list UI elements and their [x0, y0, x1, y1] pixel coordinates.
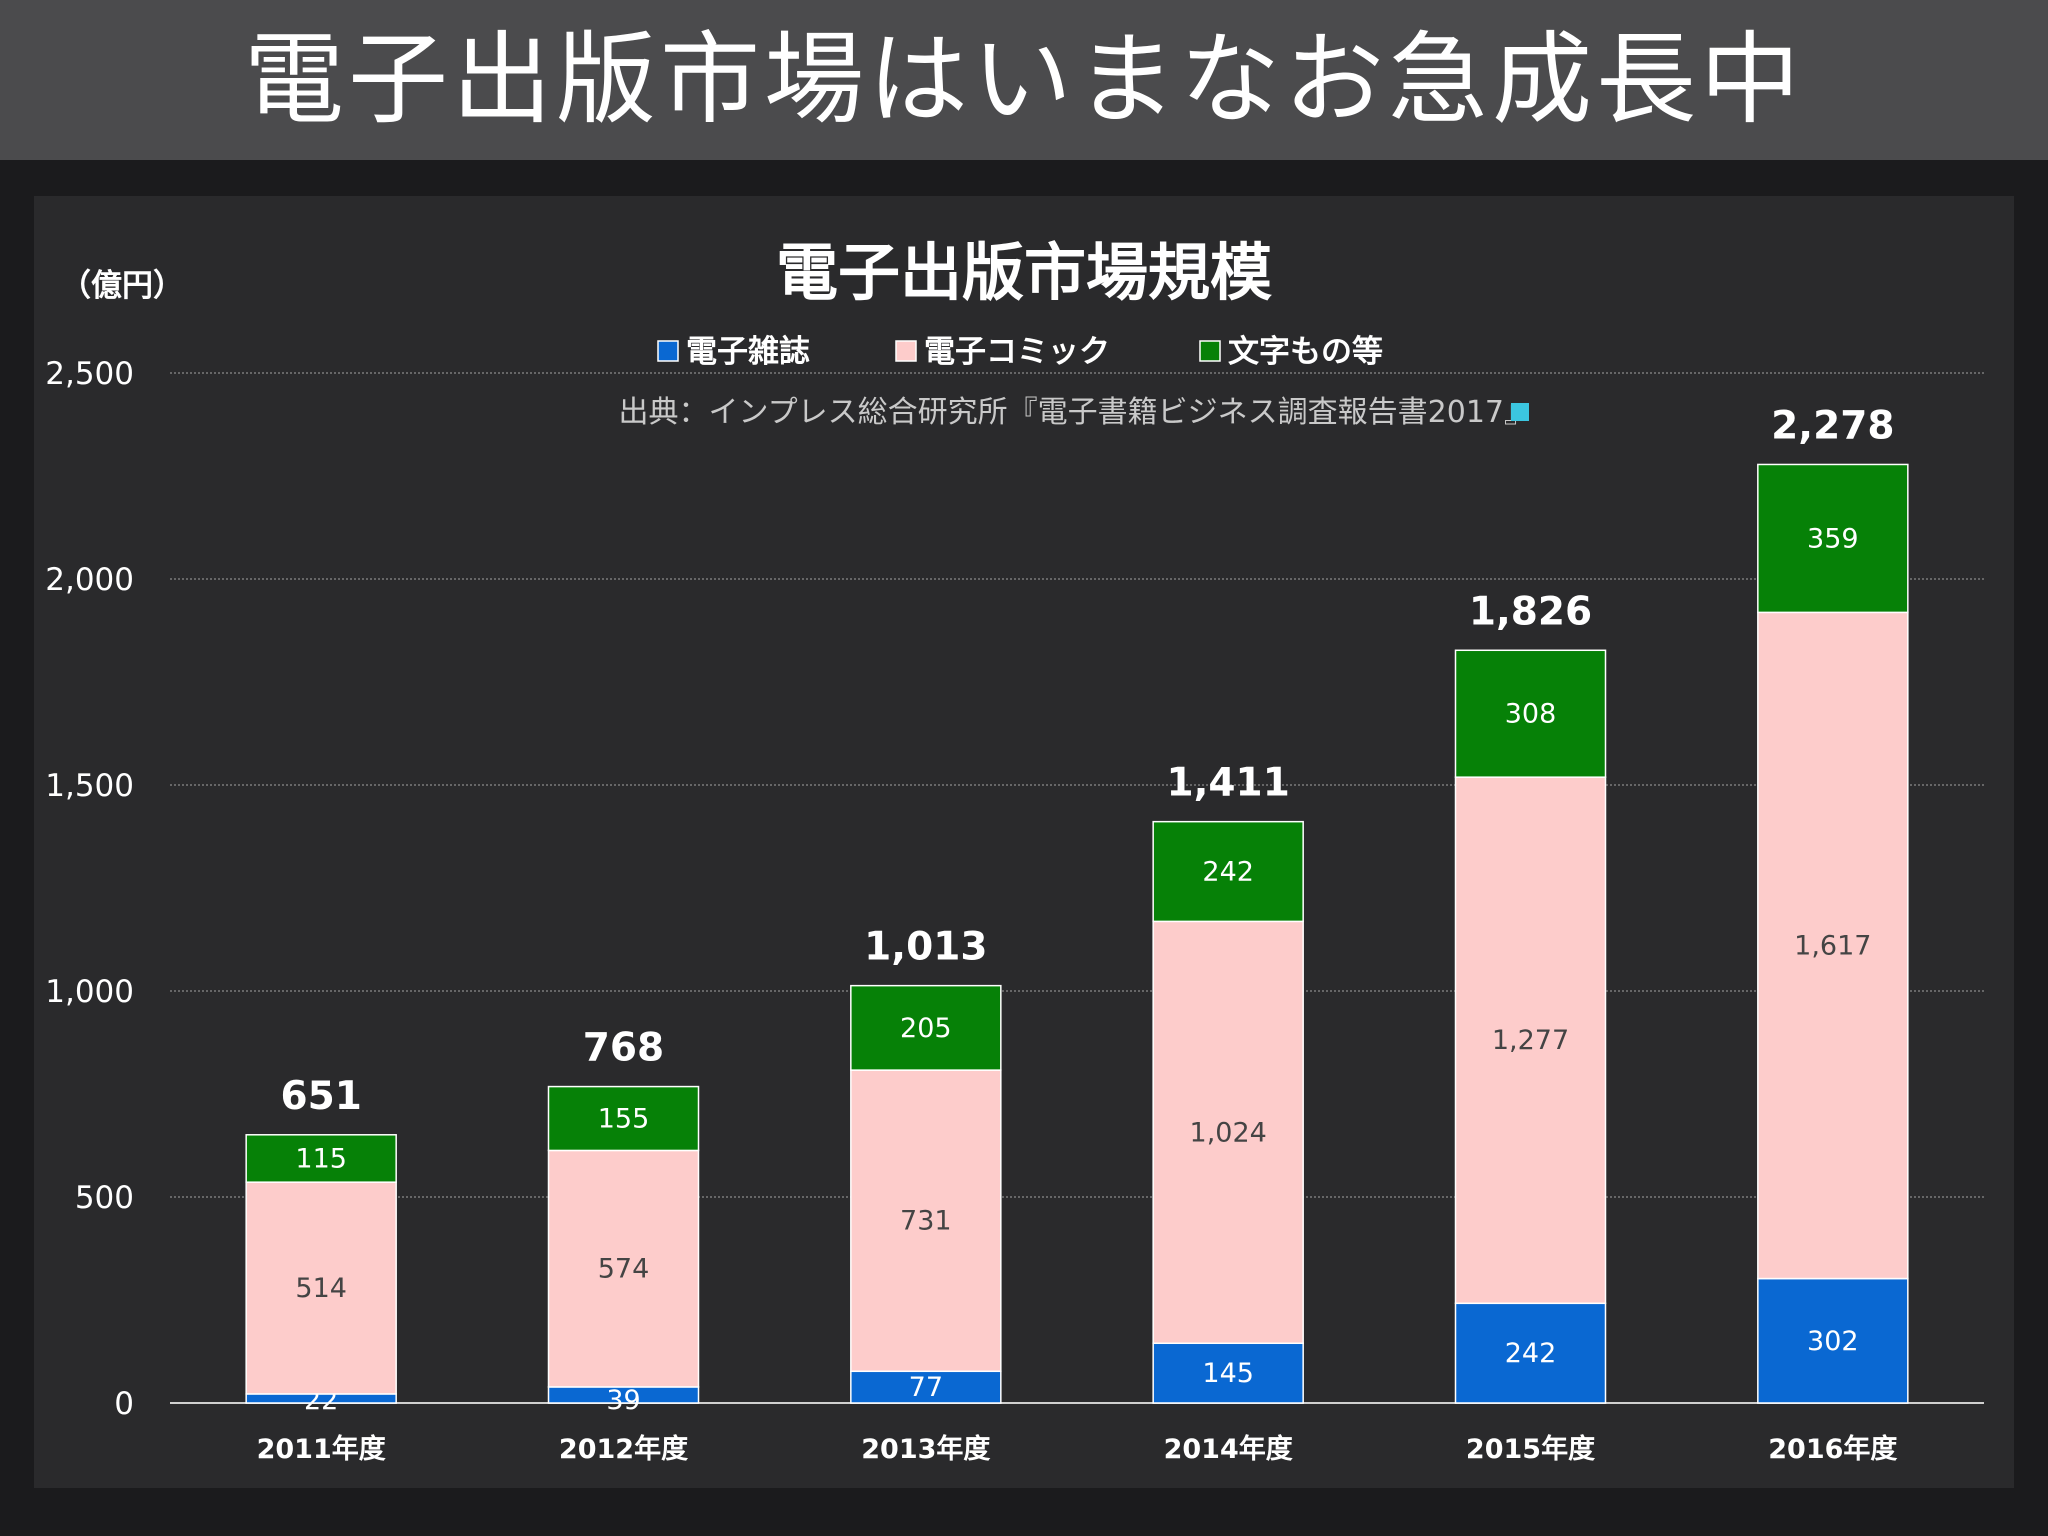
bar-group: 302 1,617 359 2,278 — [1757, 403, 1909, 1404]
bar-group: 145 1,024 242 1,411 — [1152, 761, 1304, 1404]
bar-segment-label: 155 — [598, 1104, 650, 1135]
stacked-bar-chart: 電子出版市場規模 （億円） 電子雑誌 電子コミック 文字もの等 出典：インプレス総合… — [45, 236, 1984, 1465]
x-tick-label: 2013年度 — [861, 1433, 990, 1465]
bar-segment-label: 145 — [1202, 1358, 1254, 1389]
bar-group: 242 1,277 308 1,826 — [1454, 590, 1607, 1404]
x-tick-label: 2016年度 — [1768, 1433, 1897, 1465]
bar-segment — [850, 984, 1002, 1071]
bar-segment — [245, 1134, 397, 1183]
bar-segment — [1152, 1342, 1304, 1404]
x-tick-label: 2012年度 — [559, 1433, 688, 1465]
bar-segment — [245, 1181, 397, 1395]
y-tick-label: 1,000 — [45, 974, 134, 1010]
bar-group: 39 574 155 768 — [547, 1026, 700, 1416]
bar-segment-label: 115 — [295, 1143, 347, 1174]
bar-segment — [1757, 1277, 1909, 1404]
bar-segment — [1152, 820, 1304, 923]
bar-segment-label: 242 — [1202, 857, 1254, 888]
bar-total-label: 1,826 — [1469, 590, 1592, 635]
bar-segment — [547, 1149, 700, 1388]
x-axis-ticks: 2011年度 2012年度 2013年度 2014年度 2015年度 2016年度 — [257, 1433, 1898, 1465]
bar-segment — [850, 1069, 1002, 1373]
bar-segment — [1454, 649, 1607, 778]
bar-total-label: 1,013 — [864, 925, 987, 970]
bar-segment-label: 359 — [1807, 523, 1859, 554]
legend-swatch — [1199, 340, 1221, 362]
bar-segment — [1757, 463, 1909, 614]
legend-swatch — [657, 340, 679, 362]
bar-total-label: 2,278 — [1771, 403, 1894, 448]
y-axis-unit: （億円） — [60, 268, 184, 304]
source-note: 出典：インプレス総合研究所『電子書籍ビジネス調査報告書2017』 — [619, 395, 1534, 430]
bar-segment — [1454, 1302, 1607, 1404]
y-tick-label: 0 — [114, 1386, 134, 1422]
bar-group: 77 731 205 1,013 — [850, 925, 1002, 1404]
legend-item: 電子コミック — [895, 334, 1110, 370]
bar-segment-label: 731 — [900, 1206, 952, 1237]
legend-label: 電子コミック — [924, 334, 1110, 370]
bar-segment-label: 1,617 — [1794, 930, 1871, 961]
y-tick-label: 2,500 — [45, 356, 134, 392]
bar-segment-label: 1,024 — [1190, 1117, 1267, 1148]
bar-segment-label: 308 — [1505, 699, 1557, 730]
x-tick-label: 2015年度 — [1466, 1433, 1595, 1465]
x-tick-label: 2014年度 — [1164, 1433, 1293, 1465]
chart-panel: 電子出版市場規模 （億円） 電子雑誌 電子コミック 文字もの等 出典：インプレス総合… — [34, 196, 2014, 1488]
bar-segment-label: 1,277 — [1492, 1025, 1569, 1056]
title-banner: 電子出版市場はいまなお急成長中 — [0, 0, 2048, 160]
legend-item: 文字もの等 — [1199, 334, 1383, 370]
y-tick-label: 500 — [75, 1180, 134, 1216]
y-tick-label: 1,500 — [45, 768, 134, 804]
legend-label: 文字もの等 — [1228, 334, 1383, 370]
bar-segment-label: 242 — [1505, 1338, 1557, 1369]
bar-segment — [547, 1085, 700, 1152]
legend-item: 電子雑誌 — [657, 334, 810, 370]
bar-segment-label: 205 — [900, 1013, 952, 1044]
bar-segment-label: 302 — [1807, 1326, 1859, 1357]
legend: 電子雑誌 電子コミック 文字もの等 — [657, 334, 1383, 370]
bar-segment-label: 39 — [606, 1385, 640, 1416]
x-tick-label: 2011年度 — [257, 1433, 386, 1465]
bar-segment-label: 514 — [295, 1273, 347, 1304]
bar-segment — [1152, 920, 1304, 1345]
chart-title: 電子出版市場規模 — [776, 236, 1272, 309]
y-tick-label: 2,000 — [45, 562, 134, 598]
page-title: 電子出版市場はいまなお急成長中 — [244, 21, 1804, 138]
legend-label: 電子雑誌 — [686, 334, 810, 370]
source-text: 出典：インプレス総合研究所『電子書籍ビジネス調査報告書2017』 — [619, 395, 1534, 430]
bars: 2251411565139574155768777312051,0131451,… — [245, 403, 1909, 1416]
gridlines — [170, 372, 1984, 1404]
y-axis-ticks: 0 500 1,000 1,500 2,000 2,500 — [45, 356, 134, 1422]
bar-segment — [850, 1370, 1002, 1404]
legend-swatch — [895, 340, 917, 362]
bar-segment — [1757, 611, 1909, 1280]
bar-segment-label: 77 — [909, 1372, 943, 1403]
bar-total-label: 768 — [583, 1026, 664, 1071]
source-marker — [1511, 403, 1529, 421]
bar-total-label: 651 — [280, 1074, 361, 1119]
bar-total-label: 1,411 — [1166, 761, 1289, 806]
bar-segment-label: 574 — [598, 1254, 650, 1285]
